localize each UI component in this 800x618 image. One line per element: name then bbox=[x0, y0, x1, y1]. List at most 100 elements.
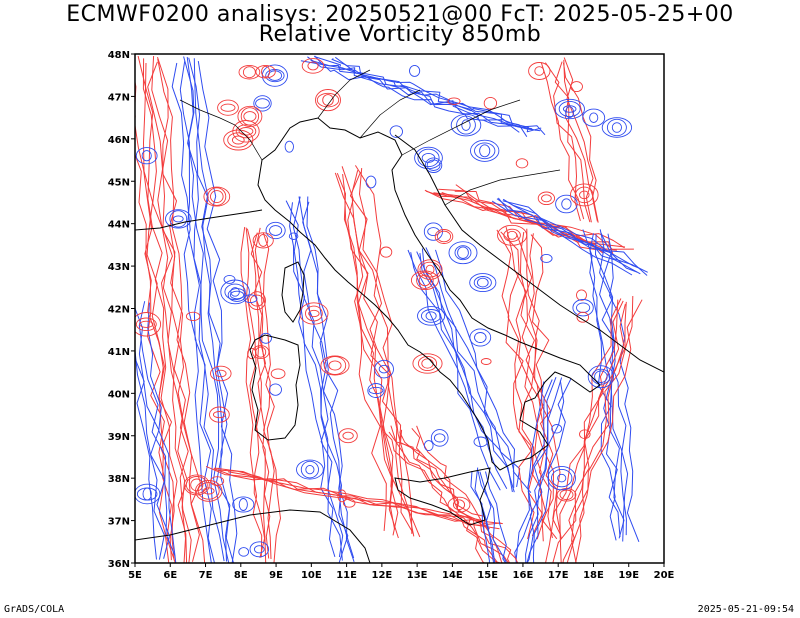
positive-vorticity-cell bbox=[231, 135, 245, 145]
lon-tick-label: 18E bbox=[583, 570, 604, 581]
negative-vorticity-cell bbox=[561, 198, 572, 210]
positive-vorticity-cell bbox=[237, 105, 263, 127]
negative-vorticity-contour bbox=[514, 379, 553, 563]
positive-vorticity-cell bbox=[452, 499, 466, 511]
positive-vorticity-contour bbox=[143, 62, 175, 561]
lon-tick-label: 16E bbox=[513, 570, 534, 581]
negative-vorticity-cell bbox=[562, 105, 577, 113]
positive-vorticity-contour bbox=[554, 61, 591, 223]
negative-vorticity-contour bbox=[595, 234, 625, 539]
lon-tick-label: 7E bbox=[199, 570, 213, 581]
positive-vorticity-contour bbox=[563, 59, 599, 223]
negative-vorticity-cell bbox=[423, 440, 434, 452]
negative-vorticity-cell bbox=[551, 424, 563, 434]
positive-vorticity-cell bbox=[541, 194, 552, 203]
negative-vorticity-cell bbox=[288, 232, 299, 240]
negative-vorticity-cell bbox=[259, 332, 272, 344]
negative-vorticity-contour bbox=[307, 56, 536, 131]
negative-vorticity-cell bbox=[547, 465, 576, 491]
positive-vorticity-cell bbox=[185, 311, 201, 322]
lat-tick-label: 45N bbox=[108, 177, 130, 188]
negative-vorticity-cell bbox=[378, 364, 390, 374]
negative-vorticity-cell bbox=[409, 64, 421, 77]
negative-vorticity-cell bbox=[433, 433, 446, 443]
map-frame-background bbox=[135, 54, 664, 563]
positive-vorticity-cell bbox=[576, 311, 590, 323]
negative-vorticity-contour bbox=[138, 301, 176, 557]
lon-tick-label: 14E bbox=[442, 570, 463, 581]
positive-vorticity-cell bbox=[328, 360, 342, 371]
negative-vorticity-cell bbox=[469, 328, 492, 347]
negative-vorticity-contour bbox=[421, 248, 515, 493]
footer-right-timestamp: 2025-05-21-09:54 bbox=[697, 604, 794, 615]
positive-vorticity-cell bbox=[299, 302, 329, 325]
negative-vorticity-cell bbox=[169, 210, 188, 228]
negative-vorticity-cell bbox=[141, 150, 152, 162]
negative-vorticity-cell bbox=[172, 215, 184, 223]
lon-tick-label: 20E bbox=[654, 570, 675, 581]
positive-vorticity-contour bbox=[384, 432, 486, 563]
lon-tick-label: 13E bbox=[407, 570, 428, 581]
positive-vorticity-cell bbox=[238, 127, 254, 136]
positive-vorticity-contour bbox=[262, 232, 281, 563]
lon-tick-label: 6E bbox=[163, 570, 177, 581]
lat-tick-label: 42N bbox=[108, 305, 130, 316]
negative-vorticity-cell bbox=[420, 309, 442, 323]
footer-left-label: GrADS/COLA bbox=[4, 604, 65, 615]
positive-vorticity-contour bbox=[575, 299, 643, 563]
lon-tick-label: 15E bbox=[477, 570, 498, 581]
negative-vorticity-cell bbox=[253, 545, 265, 554]
negative-vorticity-contour bbox=[503, 199, 648, 273]
vorticity-contours bbox=[135, 55, 648, 563]
negative-vorticity-cell bbox=[424, 157, 443, 173]
positive-vorticity-cell bbox=[217, 99, 239, 116]
positive-vorticity-cell bbox=[337, 489, 347, 503]
positive-vorticity-cell bbox=[135, 317, 157, 332]
negative-vorticity-contour bbox=[496, 198, 641, 275]
negative-vorticity-cell bbox=[135, 147, 158, 165]
lat-tick-label: 44N bbox=[108, 220, 130, 231]
corsica-coastline bbox=[281, 261, 305, 323]
positive-vorticity-cell bbox=[434, 229, 454, 244]
negative-vorticity-cell bbox=[461, 119, 471, 131]
negative-vorticity-cell bbox=[587, 365, 615, 389]
positive-vorticity-cell bbox=[320, 355, 350, 376]
negative-vorticity-cell bbox=[300, 460, 319, 479]
positive-vorticity-cell bbox=[570, 81, 583, 93]
positive-vorticity-cell bbox=[418, 274, 432, 287]
chart-subtitle: Relative Vorticity 850mb bbox=[258, 22, 542, 47]
negative-vorticity-contour bbox=[589, 233, 621, 538]
negative-vorticity-cell bbox=[430, 429, 449, 447]
negative-vorticity-cell bbox=[249, 541, 270, 558]
positive-vorticity-contour bbox=[214, 467, 500, 530]
negative-vorticity-contour bbox=[474, 467, 495, 563]
positive-vorticity-cell bbox=[410, 270, 439, 291]
positive-vorticity-contour bbox=[500, 231, 544, 542]
positive-vorticity-contour bbox=[496, 229, 535, 540]
positive-vorticity-cell bbox=[342, 431, 354, 440]
negative-vorticity-cell bbox=[456, 115, 476, 135]
africa-coastline bbox=[135, 509, 371, 563]
positive-vorticity-contour bbox=[213, 468, 490, 530]
negative-vorticity-contour bbox=[147, 302, 177, 563]
negative-vorticity-cell bbox=[589, 112, 599, 123]
negative-vorticity-cell bbox=[255, 98, 270, 109]
negative-vorticity-cell bbox=[473, 436, 488, 448]
positive-vorticity-cell bbox=[255, 346, 267, 358]
map-axes: 5E 6E 7E 8E 9E 10E 11E 12E 13E 14E 15E 16E 17E 18E 19E… bbox=[108, 50, 675, 581]
negative-vorticity-contour bbox=[485, 471, 507, 563]
negative-vorticity-contour bbox=[435, 249, 532, 494]
negative-vorticity-cell bbox=[417, 306, 446, 326]
negative-vorticity-contour bbox=[607, 233, 640, 542]
positive-vorticity-cell bbox=[250, 294, 264, 307]
positive-vorticity-contour bbox=[216, 469, 502, 525]
negative-vorticity-contour bbox=[526, 380, 565, 563]
negative-vorticity-cell bbox=[367, 383, 385, 398]
positive-vorticity-cell bbox=[528, 62, 551, 80]
lat-tick-label: 48N bbox=[108, 50, 130, 61]
negative-vorticity-cell bbox=[470, 139, 500, 162]
positive-vorticity-cell bbox=[515, 158, 529, 169]
positive-vorticity-contour bbox=[566, 301, 627, 563]
positive-vorticity-contour bbox=[441, 192, 617, 251]
negative-vorticity-cell bbox=[227, 288, 247, 302]
